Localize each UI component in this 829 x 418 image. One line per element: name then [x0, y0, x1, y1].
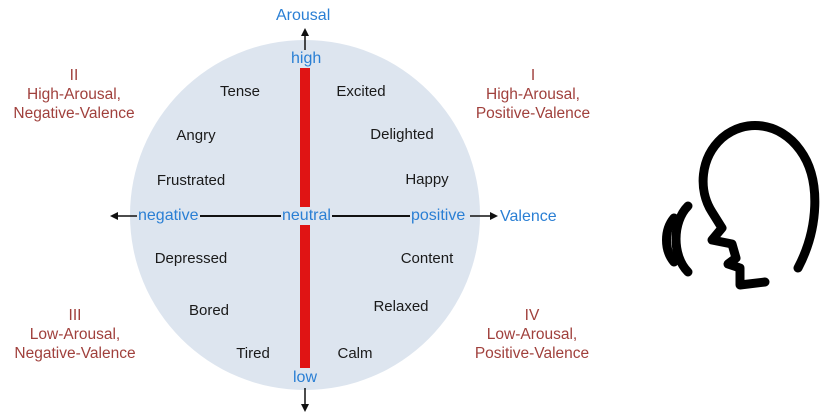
quadrant-1-numeral: I [530, 67, 536, 84]
valence-negative-label: negative [137, 207, 200, 225]
emotion-bored: Bored [188, 302, 230, 319]
arousal-axis-label: Arousal [276, 7, 331, 24]
quadrant-4-label: IV Low-Arousal, Positive-Valence [475, 306, 589, 363]
arousal-high-label: high [290, 50, 323, 68]
emotion-depressed: Depressed [154, 250, 228, 267]
arousal-low-label: low [292, 369, 319, 387]
quadrant-4-numeral: IV [524, 307, 540, 324]
quadrant-2-line2: Negative-Valence [13, 105, 135, 122]
emotion-happy: Happy [405, 171, 449, 188]
quadrant-2-numeral: II [69, 67, 79, 84]
emotion-frustrated: Frustrated [156, 172, 226, 189]
quadrant-3-label: III Low-Arousal, Negative-Valence [14, 306, 135, 363]
quadrant-2-line1: High-Arousal, [27, 86, 121, 103]
quadrant-1-label: I High-Arousal, Positive-Valence [476, 66, 590, 123]
quadrant-2-label: II High-Arousal, Negative-Valence [13, 66, 134, 123]
quadrant-4-line2: Positive-Valence [474, 345, 590, 362]
emotion-delighted: Delighted [370, 126, 434, 143]
quadrant-4-line1: Low-Arousal, [486, 326, 578, 343]
emotion-calm: Calm [337, 345, 373, 362]
emotion-tense: Tense [219, 83, 261, 100]
speaking-head-icon [662, 121, 820, 290]
emotion-relaxed: Relaxed [373, 298, 429, 315]
valence-axis-label: Valence [500, 208, 557, 225]
quadrant-3-line2: Negative-Valence [14, 345, 136, 362]
quadrant-1-line2: Positive-Valence [475, 105, 591, 122]
valence-neutral-label: neutral [281, 207, 332, 225]
emotion-angry: Angry [176, 127, 216, 144]
quadrant-3-numeral: III [68, 307, 82, 324]
emotion-content: Content [400, 250, 454, 267]
quadrant-1-line1: High-Arousal, [486, 86, 580, 103]
quadrant-3-line1: Low-Arousal, [29, 326, 121, 343]
emotion-tired: Tired [236, 345, 270, 362]
valence-positive-label: positive [410, 207, 467, 225]
emotion-excited: Excited [336, 83, 386, 100]
